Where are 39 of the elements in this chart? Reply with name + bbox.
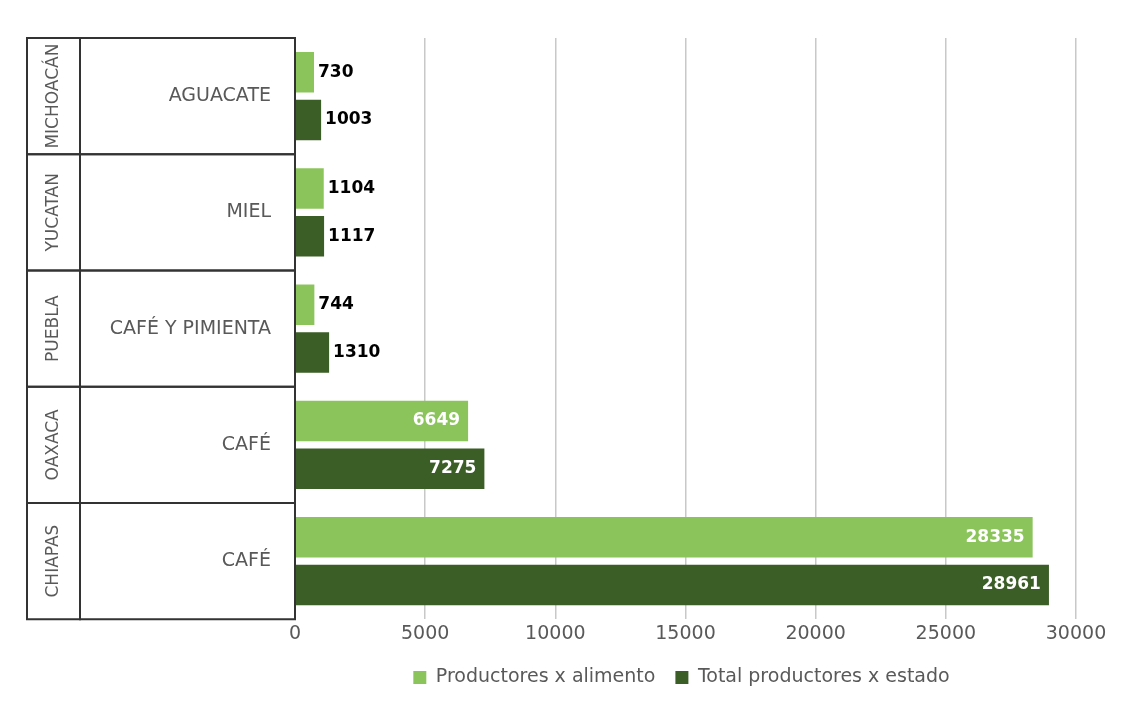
x-tick-label: 5000 bbox=[400, 620, 450, 643]
y-tick-label: AGUACATE bbox=[168, 83, 271, 106]
bar bbox=[295, 332, 330, 373]
data-label: 1117 bbox=[328, 224, 376, 245]
data-label: 744 bbox=[318, 293, 355, 314]
data-label: 6649 bbox=[412, 409, 461, 430]
data-label: 1104 bbox=[327, 176, 376, 197]
bar bbox=[295, 564, 1049, 606]
data-label: 7275 bbox=[429, 457, 477, 478]
y-tick-label: CAFÉ bbox=[221, 431, 271, 454]
bar bbox=[295, 284, 315, 326]
x-tick-label: 0 bbox=[288, 620, 302, 643]
y-tick-label: MIEL bbox=[226, 199, 272, 222]
bar bbox=[295, 215, 325, 257]
legend-label: Total productores x estado bbox=[696, 664, 950, 687]
text: CHIAPAS bbox=[41, 524, 62, 598]
bar bbox=[295, 99, 322, 141]
x-tick-label: 20000 bbox=[785, 620, 846, 643]
bar bbox=[295, 448, 485, 489]
x-tick-label: 15000 bbox=[655, 620, 716, 643]
data-label: 730 bbox=[318, 60, 354, 81]
y-tick-label: CAFÉ Y PIMIENTA bbox=[109, 315, 271, 338]
text: MICHOACÁN bbox=[40, 43, 62, 149]
data-label: 28961 bbox=[981, 573, 1041, 594]
x-tick-label: 25000 bbox=[915, 620, 977, 643]
data-label: 1003 bbox=[325, 108, 373, 129]
x-tick-label: 10000 bbox=[525, 620, 586, 643]
text: OAXACA bbox=[41, 408, 62, 481]
data-label: 1310 bbox=[333, 340, 381, 361]
legend-label: Productores x alimento bbox=[435, 664, 656, 687]
bar bbox=[295, 517, 1033, 558]
x-tick-label: 30000 bbox=[1045, 620, 1107, 643]
bar bbox=[295, 400, 469, 442]
y-tick-label: CAFÉ bbox=[221, 548, 271, 571]
bar bbox=[295, 168, 324, 209]
text: PUEBLA bbox=[41, 294, 62, 362]
text: YUCATAN bbox=[41, 173, 62, 253]
data-label: 28335 bbox=[965, 525, 1025, 546]
bar bbox=[295, 52, 314, 93]
